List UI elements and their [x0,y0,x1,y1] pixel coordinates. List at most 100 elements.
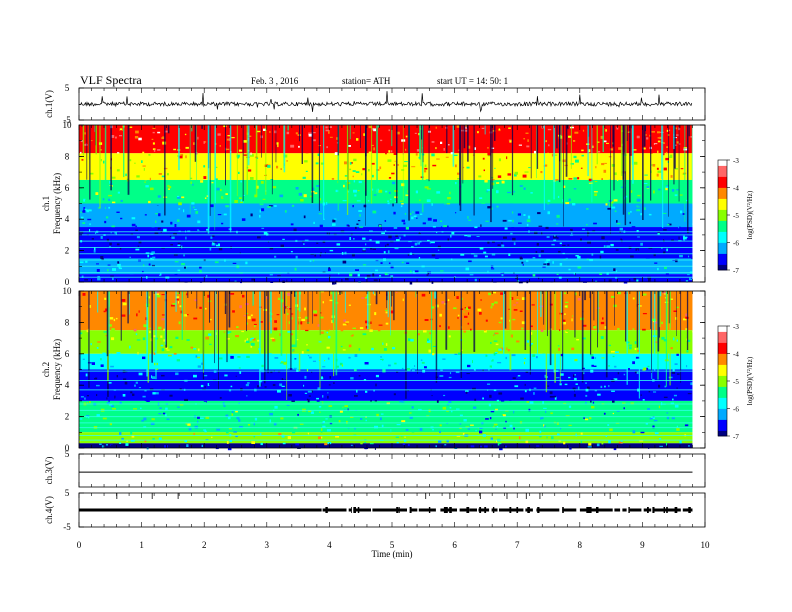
spectral-speckle [611,446,615,449]
spectral-speckle [568,268,571,271]
spectral-speckle [636,230,639,233]
spectral-speckle [173,347,175,349]
spectral-speckle [498,392,503,395]
spectral-speckle [197,348,200,352]
spectral-speckle [468,219,472,221]
spectral-speckle [666,442,667,446]
spectral-speckle [594,389,597,392]
impulsive-streak [567,125,569,130]
spectral-speckle [424,170,427,173]
spectral-speckle [270,337,275,339]
impulsive-streak [88,291,90,388]
spectral-speckle [608,440,611,444]
impulsive-streak [651,291,652,373]
spectral-speckle [559,263,563,266]
spectral-speckle [630,190,633,193]
spectral-speckle [234,425,236,427]
spectral-speckle [645,134,647,136]
spectral-speckle [396,291,398,293]
impulsive-streak [368,291,371,330]
spectral-speckle [212,241,217,243]
spectral-speckle [493,340,498,342]
spectral-speckle [124,248,129,251]
impulsive-streak [435,291,438,383]
spectral-speckle [345,321,350,323]
colorbar-swatch [718,163,727,166]
spectral-speckle [404,161,408,163]
colorbar-swatch [718,401,727,404]
spectral-speckle [487,152,492,156]
impulsive-streak [209,291,211,323]
spectral-speckle [236,154,240,158]
y-tick-label: 6 [65,183,70,193]
spectral-speckle [286,262,290,265]
spectral-speckle [597,141,600,143]
spectral-speckle [539,192,544,194]
spectral-speckle [258,143,262,146]
spectral-speckle [390,275,394,278]
spectral-speckle [593,325,597,329]
spectral-speckle [356,138,359,141]
spectral-speckle [671,417,675,420]
spectral-speckle [232,213,234,216]
spectral-speckle [190,181,192,184]
spectral-speckle [626,393,630,396]
spectral-speckle [247,316,251,320]
spectral-speckle [679,233,682,235]
spectral-speckle [472,387,476,391]
spectral-speckle [357,190,360,192]
impulsive-streak [377,125,380,128]
spectral-speckle [685,313,688,317]
spectral-speckle [653,419,658,422]
spectral-speckle [524,390,527,393]
spectral-speckle [284,210,287,213]
spectral-speckle [110,232,112,234]
spectral-speckle [587,241,591,244]
spectral-speckle [247,424,252,426]
spectral-speckle [263,231,268,235]
spectral-speckle [290,256,292,258]
colorbar-swatch [718,364,727,367]
colorbar-swatch [718,397,727,400]
spectral-speckle [517,213,521,216]
spectral-speckle [119,247,122,250]
spectral-speckle [355,405,360,407]
spectral-speckle [392,411,395,414]
spectral-speckle [278,183,282,185]
spectral-speckle [343,184,345,188]
spectral-speckle [588,182,593,184]
spectral-speckle [391,375,394,379]
spectral-speckle [97,341,101,343]
spectral-speckle [601,163,605,166]
spectral-speckle [562,126,566,129]
spectral-speckle [116,169,120,172]
spectral-speckle [205,416,210,419]
impulsive-streak [86,125,88,180]
spectral-speckle [560,251,563,253]
spectral-speckle [374,312,377,316]
spectral-speckle [467,145,471,149]
spectral-speckle [356,200,361,202]
spectral-speckle [407,254,410,256]
spectral-speckle [523,187,526,190]
spectral-speckle [251,441,255,444]
spectral-speckle [280,417,284,420]
impulsive-streak [657,291,660,352]
spectral-speckle [365,390,368,393]
spectral-speckle [308,395,311,397]
spectral-speckle [125,154,128,157]
spectral-speckle [82,222,86,224]
spectral-speckle [249,154,254,157]
spectral-speckle [179,291,182,294]
spectral-speckle [152,438,155,440]
spectral-speckle [214,392,216,394]
spectral-speckle [468,306,471,309]
spectral-speckle [414,242,418,246]
spectral-speckle [456,408,460,410]
spectral-speckle [138,240,142,244]
spectral-speckle [525,428,529,432]
spectral-speckle [195,355,198,358]
spectral-speckle [102,195,105,198]
